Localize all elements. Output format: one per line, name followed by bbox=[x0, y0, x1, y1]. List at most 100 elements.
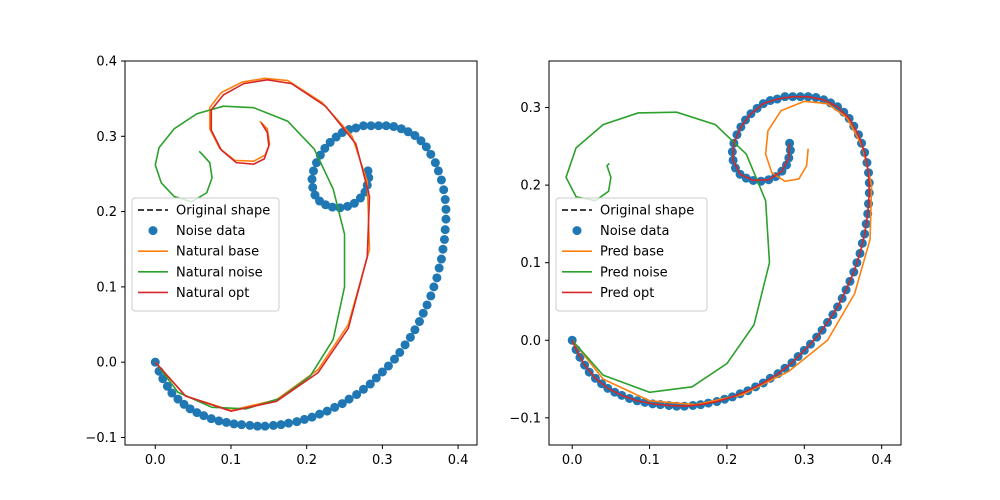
x-tick-label: 0.3 bbox=[372, 453, 393, 468]
legend-label: Noise data bbox=[176, 224, 245, 239]
data-point bbox=[429, 282, 439, 292]
x-tick-label: 0.4 bbox=[448, 453, 469, 468]
data-point bbox=[395, 347, 405, 357]
data-point bbox=[410, 325, 420, 335]
x-tick-label: 0.0 bbox=[562, 453, 583, 468]
y-tick-label: 0.2 bbox=[520, 179, 541, 194]
legend-label: Pred opt bbox=[600, 286, 654, 301]
data-point bbox=[381, 121, 391, 131]
data-point bbox=[321, 200, 331, 210]
data-point bbox=[785, 145, 795, 155]
legend: Original shape Noise data Pred base Pred no… bbox=[555, 197, 708, 312]
data-point bbox=[371, 373, 381, 383]
y-tick-label: 0.0 bbox=[520, 334, 541, 349]
left-chart: 0.0 0.1 0.2 0.3 0.4 −0.1 0.0 0.1 0.2 0.3 0.4 Origin… bbox=[85, 55, 478, 468]
data-point bbox=[192, 408, 202, 418]
data-point bbox=[418, 308, 428, 318]
legend-label: Pred noise bbox=[600, 265, 668, 280]
data-point bbox=[284, 418, 294, 428]
data-point bbox=[307, 174, 317, 184]
data-point bbox=[214, 416, 224, 426]
legend-marker bbox=[572, 226, 582, 236]
x-tick-label: 0.0 bbox=[145, 453, 166, 468]
data-point bbox=[292, 417, 302, 427]
x-tick-label: 0.2 bbox=[296, 453, 317, 468]
series-noise-data-markers bbox=[150, 121, 451, 431]
data-point bbox=[276, 420, 286, 430]
data-point bbox=[416, 136, 426, 146]
legend-box bbox=[555, 197, 708, 312]
data-point bbox=[396, 124, 406, 134]
data-point bbox=[252, 421, 262, 431]
data-point bbox=[237, 420, 247, 430]
data-point bbox=[299, 414, 309, 424]
legend-label: Original shape bbox=[176, 204, 270, 219]
y-tick-label: 0.3 bbox=[96, 130, 117, 145]
y-tick-label: 0.3 bbox=[520, 101, 541, 116]
y-tick-label: 0.0 bbox=[96, 356, 117, 371]
series-line-4 bbox=[154, 79, 371, 412]
data-point bbox=[410, 131, 420, 141]
data-point bbox=[426, 291, 436, 301]
legend-label: Natural base bbox=[176, 245, 259, 260]
data-point bbox=[377, 367, 387, 377]
data-point bbox=[389, 354, 399, 364]
data-point bbox=[389, 122, 399, 132]
legend-label: Noise data bbox=[600, 224, 669, 239]
plot-area bbox=[565, 92, 874, 411]
data-point bbox=[206, 414, 216, 424]
data-point bbox=[358, 384, 368, 394]
y-tick-label: −0.1 bbox=[85, 431, 117, 446]
data-point bbox=[308, 166, 318, 176]
right-chart: 0.0 0.1 0.2 0.3 0.4 −0.1 0.0 0.1 0.2 0.3 Original … bbox=[509, 60, 902, 468]
data-point bbox=[325, 137, 335, 147]
data-point bbox=[432, 273, 442, 283]
data-point bbox=[441, 204, 451, 214]
data-point bbox=[322, 406, 332, 416]
data-point bbox=[185, 404, 195, 414]
data-point bbox=[358, 121, 368, 131]
data-point bbox=[433, 166, 443, 176]
x-tick-label: 0.4 bbox=[871, 453, 892, 468]
data-point bbox=[349, 198, 359, 208]
data-point bbox=[315, 409, 325, 419]
data-point bbox=[229, 419, 239, 429]
axes-frame bbox=[548, 60, 902, 446]
data-point bbox=[421, 142, 431, 152]
legend-marker bbox=[148, 226, 158, 236]
y-tick-label: 0.4 bbox=[96, 55, 117, 70]
data-point bbox=[221, 417, 231, 427]
data-point bbox=[441, 214, 451, 224]
series-line-4 bbox=[571, 95, 871, 408]
y-tick-label: 0.1 bbox=[96, 280, 117, 295]
data-point bbox=[167, 388, 177, 398]
data-point bbox=[422, 300, 432, 310]
data-point bbox=[440, 195, 450, 205]
y-tick-label: −0.1 bbox=[509, 411, 541, 426]
data-point bbox=[344, 394, 354, 404]
data-point bbox=[199, 411, 209, 421]
y-tick-label: 0.2 bbox=[96, 205, 117, 220]
data-point bbox=[400, 340, 410, 350]
x-tick-label: 0.3 bbox=[794, 453, 815, 468]
data-point bbox=[366, 121, 376, 131]
data-point bbox=[365, 379, 375, 389]
data-point bbox=[245, 420, 255, 430]
data-point bbox=[352, 390, 362, 400]
axes-frame bbox=[124, 60, 478, 446]
legend-label: Original shape bbox=[600, 204, 694, 219]
data-point bbox=[403, 127, 413, 137]
data-point bbox=[436, 254, 446, 264]
data-point bbox=[440, 225, 450, 235]
data-point bbox=[436, 175, 446, 185]
data-point bbox=[162, 381, 172, 391]
data-point bbox=[414, 317, 424, 327]
x-tick-label: 0.2 bbox=[717, 453, 738, 468]
x-tick-label: 0.1 bbox=[221, 453, 242, 468]
data-point bbox=[320, 143, 330, 153]
data-point bbox=[331, 132, 341, 142]
legend-label: Natural noise bbox=[176, 265, 263, 280]
y-tick-label: 0.1 bbox=[520, 256, 541, 271]
data-point bbox=[308, 182, 318, 192]
legend-label: Natural opt bbox=[176, 286, 249, 301]
